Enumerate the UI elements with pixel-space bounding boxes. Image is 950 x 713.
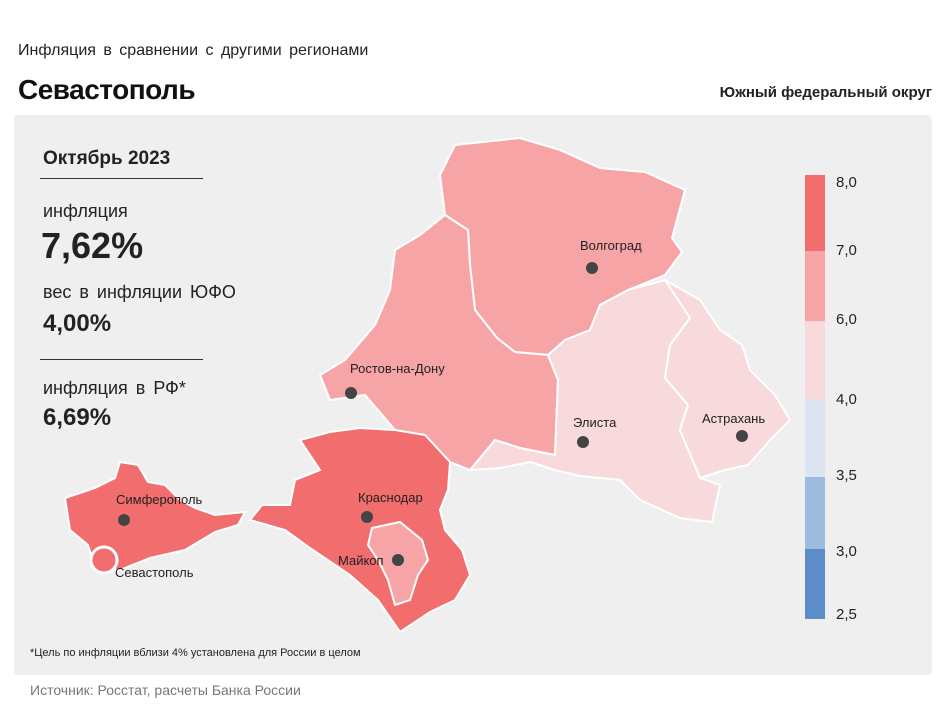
sevastopol-label: Севастополь: [115, 565, 194, 580]
sevastopol-marker[interactable]: [89, 545, 119, 575]
rostov-label: Ростов-на-Дону: [350, 361, 445, 376]
astrakhan-label: Астрахань: [702, 411, 765, 426]
source-note: Источник: Росстат, расчеты Банка России: [30, 682, 301, 698]
region-kalmykia[interactable]: [467, 278, 722, 524]
page-title: Севастополь: [18, 74, 196, 105]
simferopol-label: Симферополь: [116, 492, 203, 507]
region-rostov[interactable]: [318, 213, 560, 472]
weight-value: 4,00%: [43, 310, 112, 337]
volgograd-dot: [586, 262, 598, 274]
krasnodar-dot: [361, 511, 373, 523]
legend-seg-2: [805, 251, 825, 321]
district-label: Южный федеральный округ: [719, 84, 932, 101]
legend-seg-3: [805, 321, 825, 399]
inflation-label: инфляция: [43, 201, 128, 221]
legend-seg-1: [805, 175, 825, 251]
page-subtitle: Инфляция в сравнении с другими регионами: [18, 42, 369, 59]
legend-tick-3: 6,0: [836, 311, 857, 328]
inflation-value: 7,62%: [41, 225, 144, 266]
legend-tick-7: 2,5: [836, 606, 857, 623]
legend-seg-4: [805, 399, 825, 477]
rostov-dot: [345, 387, 357, 399]
legend-tick-2: 7,0: [836, 242, 857, 259]
weight-label: вес в инфляции ЮФО: [43, 282, 236, 302]
legend-tick-4: 4,0: [836, 391, 857, 408]
simferopol-dot: [118, 514, 130, 526]
rf-inflation-value: 6,69%: [43, 404, 112, 431]
region-krasnodar[interactable]: [248, 426, 472, 634]
krasnodar-label: Краснодар: [358, 490, 423, 505]
legend-tick-6: 3,0: [836, 543, 857, 560]
elista-dot: [577, 436, 589, 448]
volgograd-label: Волгоград: [580, 238, 642, 253]
divider-top: [40, 178, 203, 179]
maikop-dot: [392, 554, 404, 566]
legend-tick-1: 8,0: [836, 174, 857, 191]
legend-seg-5: [805, 477, 825, 549]
rf-inflation-label: инфляция в РФ*: [43, 378, 186, 398]
maikop-label: Майкоп: [338, 553, 384, 568]
legend-seg-6: [805, 549, 825, 619]
footnote: *Цель по инфляции вблизи 4% установлена …: [30, 647, 361, 659]
legend-tick-5: 3,5: [836, 467, 857, 484]
elista-label: Элиста: [573, 415, 617, 430]
region-crimea[interactable]: [63, 460, 247, 572]
astrakhan-dot: [736, 430, 748, 442]
period-label: Октябрь 2023: [43, 148, 171, 169]
divider-bottom: [40, 359, 203, 360]
region-astrakhan[interactable]: [663, 279, 792, 480]
